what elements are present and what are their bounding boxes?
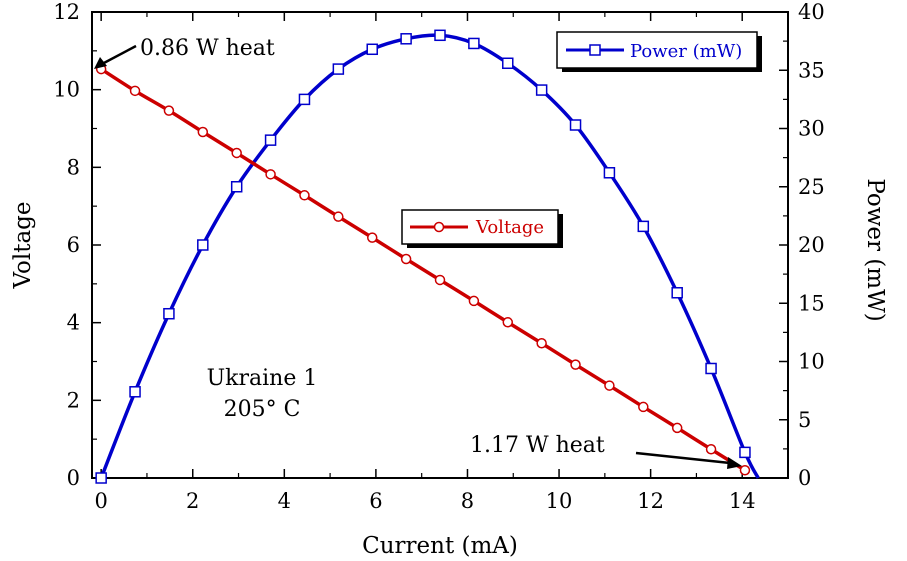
power-point [298, 93, 311, 106]
ticks: 0 2 4 6 8 10 12 14 0 2 4 6 8 10 12 0 5 10 15 20 25 30 35 40 [53, 0, 824, 513]
power-point [637, 220, 650, 233]
y-tick-label: 10 [53, 78, 80, 102]
voltage-point [739, 464, 751, 476]
x-tick-label: 12 [637, 489, 664, 513]
series-line-1 [100, 67, 746, 472]
voltage-point [638, 401, 649, 413]
power-point [569, 119, 582, 131]
x-tick-label: 2 [186, 489, 199, 513]
voltage-point [434, 274, 446, 286]
y2-tick-label: 10 [798, 350, 825, 374]
y-axis-title: Voltage [10, 202, 36, 290]
arrow-bottom-right-icon [635, 451, 742, 469]
voltage-point [299, 190, 310, 201]
y2-tick-label: 35 [798, 58, 825, 82]
y-tick-label: 0 [67, 466, 80, 490]
arrow-top-left-icon [94, 44, 137, 69]
y2-tick-label: 40 [798, 0, 825, 24]
series-line-0 [99, 33, 760, 479]
y-tick-label: 4 [67, 311, 80, 335]
voltage-point [536, 337, 547, 349]
power-point [603, 167, 616, 179]
power-point [332, 63, 345, 75]
power-point [163, 307, 175, 320]
annotation-bottom-right: 1.17 W heat [470, 433, 605, 458]
power-point [366, 43, 378, 56]
power-point [739, 446, 751, 459]
power-point [400, 33, 412, 45]
voltage-point [129, 85, 141, 97]
y2-tick-label: 5 [798, 408, 811, 432]
power-point [129, 386, 141, 398]
sample-label-line2: 205° C [224, 397, 301, 422]
y-tick-label: 6 [67, 233, 80, 257]
voltage-point [570, 359, 581, 370]
voltage-point [604, 380, 615, 391]
legend-voltage-marker-icon [433, 221, 445, 233]
legend-voltage: Voltage [401, 209, 563, 248]
x-tick-label: 14 [729, 489, 756, 513]
power-point [468, 37, 480, 50]
power-point [705, 362, 717, 375]
power-point [671, 287, 683, 299]
x-tick-label: 8 [461, 489, 474, 513]
voltage-point [400, 253, 412, 265]
x-axis-title: Current (mA) [362, 533, 518, 559]
power-point [502, 57, 514, 70]
power-point [535, 84, 548, 96]
y-tick-label: 2 [67, 388, 80, 412]
voltage-point [671, 422, 683, 434]
power-point [197, 239, 209, 251]
sample-label-line1: Ukraine 1 [207, 366, 318, 391]
y2-tick-label: 30 [798, 117, 825, 141]
y2-tick-label: 20 [798, 233, 825, 257]
x-tick-label: 6 [369, 489, 382, 513]
y-tick-label: 8 [67, 155, 80, 179]
x-tick-label: 4 [278, 489, 291, 513]
legend-power: Power (mW) [556, 31, 762, 72]
x-tick-label: 0 [94, 489, 107, 513]
legend-power-label: Power (mW) [630, 41, 742, 62]
voltage-point [333, 211, 344, 222]
power-point [434, 29, 446, 42]
legend-power-marker-icon [589, 44, 601, 56]
annotation-top-left: 0.86 W heat [140, 36, 275, 61]
series-markers [95, 29, 751, 484]
voltage-point [163, 105, 175, 116]
voltage-point [502, 317, 514, 328]
voltage-point [265, 169, 276, 180]
voltage-point [197, 126, 209, 138]
y2-tick-label: 25 [798, 175, 825, 199]
y2-tick-label: 15 [798, 291, 825, 315]
power-point [230, 181, 243, 193]
voltage-point [705, 444, 717, 455]
power-point [264, 134, 277, 146]
y-tick-label: 12 [53, 0, 80, 24]
voltage-point [468, 295, 480, 307]
x-tick-label: 10 [546, 489, 573, 513]
series-lines [99, 33, 760, 479]
voltage-point [231, 147, 242, 159]
legend-voltage-label: Voltage [475, 217, 544, 238]
y2-axis-title: Power (mW) [862, 178, 888, 321]
y2-tick-label: 0 [798, 466, 811, 490]
voltage-point [366, 232, 378, 243]
power-point [95, 472, 107, 484]
